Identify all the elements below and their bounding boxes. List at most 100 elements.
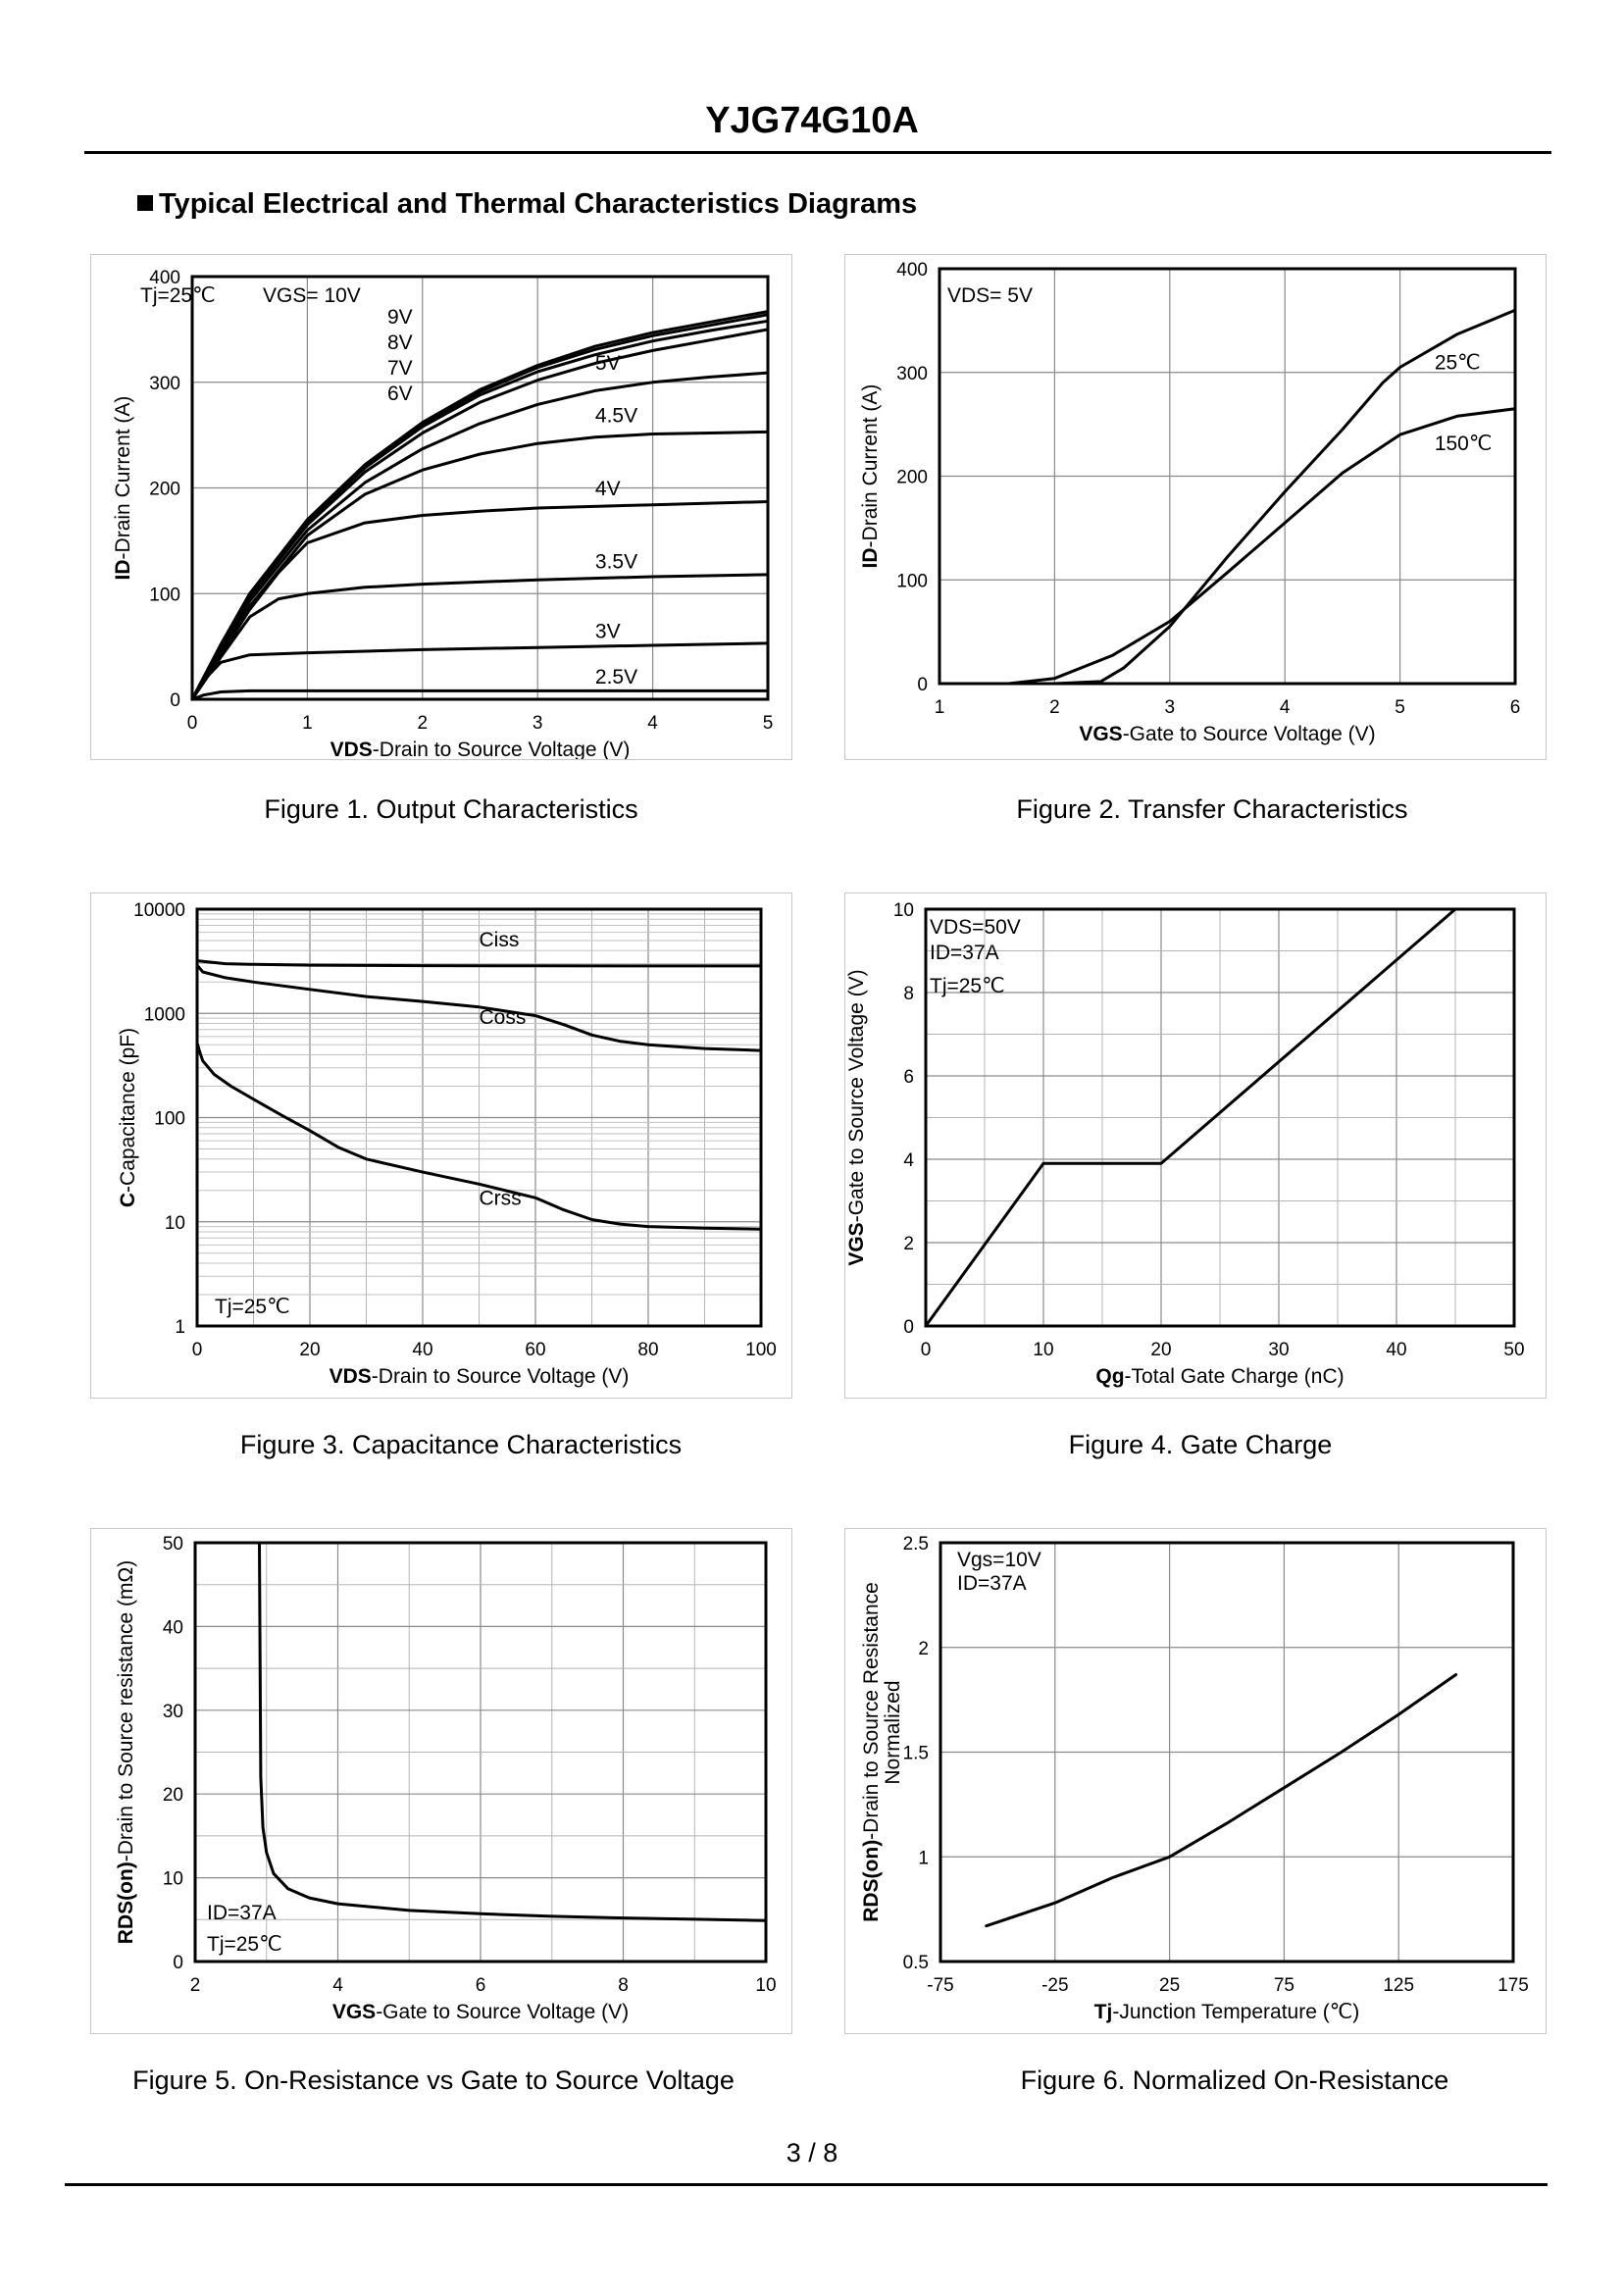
- fig5-x-axis-label-bold: VGS: [332, 2001, 376, 2023]
- annotation-text: 7V: [387, 357, 413, 380]
- x-tick-label: 100: [745, 1340, 777, 1360]
- fig5-x-axis-label-rest: -Gate to Source Voltage (V): [376, 2001, 629, 2023]
- x-tick-label: 40: [1386, 1340, 1406, 1360]
- fig6-x-axis-label-bold: Tj: [1094, 2001, 1113, 2023]
- series-label: 2.5V: [595, 666, 637, 688]
- annotation-text: 8V: [387, 331, 413, 354]
- fig5-x-axis-label: VGS-Gate to Source Voltage (V): [332, 2001, 629, 2023]
- x-tick-label: 3: [533, 713, 543, 734]
- x-tick-label: 4: [1280, 697, 1291, 718]
- series-line-3v: [190, 641, 770, 701]
- x-tick-label: 60: [525, 1340, 545, 1360]
- fig3-y-axis-label: C-Capacitance (pF): [117, 1028, 139, 1207]
- fig6-series-group: [985, 1673, 1458, 1928]
- page-number: 3 / 8: [786, 2138, 838, 2167]
- annotation-text: VGS= 10V: [263, 284, 361, 307]
- x-tick-label: 6: [1510, 697, 1521, 718]
- fig1-y-axis-label-bold: ID: [112, 559, 134, 580]
- series-label: 25℃: [1435, 352, 1481, 375]
- y-tick-label: 10: [163, 1869, 183, 1890]
- fig2-y-axis-label-bold: ID: [859, 547, 882, 568]
- series-line-2.5v: [190, 688, 770, 701]
- fig3-x-axis-label-rest: -Drain to Source Voltage (V): [372, 1365, 630, 1388]
- fig3-series-group: [195, 959, 763, 1231]
- fig4-x-axis-label-rest: -Total Gate Charge (nC): [1125, 1365, 1345, 1388]
- fig1-x-axis-label: VDS-Drain to Source Voltage (V): [330, 739, 631, 759]
- y-tick-label: 30: [163, 1702, 183, 1722]
- y-tick-label: 100: [896, 571, 928, 591]
- annotation-text: 9V: [387, 306, 413, 329]
- fig5-series-group: [258, 1541, 768, 1922]
- figure-6-caption: Figure 6. Normalized On-Resistance: [1020, 2065, 1449, 2095]
- x-tick-label: 3: [1165, 697, 1176, 718]
- fig5-y-axis-label: RDS(on)-Drain to Source resistance (mΩ): [115, 1560, 137, 1944]
- figure-1-chart: 0 1 2 3 4 5 0 100 200 300 400 VDS-Drain to Source V…: [112, 268, 774, 759]
- y-tick-label: 40: [163, 1617, 183, 1638]
- series-label: 4V: [595, 478, 621, 500]
- fig2-y-axis-label-rest: -Drain Current (A): [859, 384, 882, 548]
- fig6-x-axis-label-rest: -Junction Temperature (℃): [1112, 2001, 1359, 2023]
- series-line-vgs: [924, 907, 1457, 1328]
- annotation-text: Tj=25℃: [930, 975, 1005, 997]
- x-tick-label: 8: [618, 1975, 629, 1996]
- x-tick-label: 80: [637, 1340, 658, 1360]
- fig2-x-axis-label-rest: -Gate to Source Voltage (V): [1123, 723, 1376, 745]
- figure-3-chart: 0 20 40 60 80 100 1 10 100 1000 10000 VDS-Drain to …: [117, 900, 777, 1388]
- fig4-plot-frame: [924, 907, 1516, 1328]
- y-tick-label: 10: [165, 1213, 185, 1234]
- x-tick-label: 30: [1268, 1340, 1289, 1360]
- fig1-grid: [192, 277, 768, 699]
- fig6-y-axis-label: RDS(on)-Drain to Source Resistance: [860, 1582, 883, 1922]
- series-line-9v: [190, 313, 770, 701]
- x-tick-label: 50: [1503, 1340, 1524, 1360]
- x-tick-label: 4: [332, 1975, 343, 1996]
- x-tick-label: 2: [190, 1975, 201, 1996]
- y-tick-label: 400: [149, 268, 180, 288]
- series-line-3.5v: [190, 573, 770, 701]
- fig6-plot-frame: [939, 1541, 1515, 1963]
- x-tick-label: 125: [1383, 1975, 1414, 1996]
- series-label: Ciss: [480, 929, 520, 951]
- fig1-y-axis-label-rest: -Drain Current (A): [112, 396, 134, 560]
- fig2-series-group: [938, 308, 1517, 686]
- x-tick-label: 5: [763, 713, 774, 734]
- fig2-grid: [939, 269, 1515, 684]
- x-tick-label: 2: [1049, 697, 1060, 718]
- y-tick-label: 0: [173, 1953, 183, 1973]
- fig3-y-axis-label-rest: -Capacitance (pF): [117, 1028, 139, 1193]
- y-tick-label: 300: [149, 374, 180, 394]
- x-tick-label: -75: [927, 1975, 953, 1996]
- annotation-text: ID=37A: [207, 1902, 277, 1924]
- section-heading: Typical Electrical and Thermal Character…: [137, 188, 917, 221]
- series-line-4v: [190, 500, 770, 701]
- series-line-5v: [190, 371, 770, 701]
- fig4-y-axis-label-bold: VGS: [845, 1222, 868, 1265]
- fig1-series-group: [190, 310, 770, 701]
- fig3-grid: [197, 909, 761, 1326]
- y-tick-label: 100: [149, 585, 180, 605]
- bullet-square-icon: [137, 195, 153, 211]
- x-tick-label: 1: [302, 713, 313, 734]
- x-tick-label: 20: [1150, 1340, 1171, 1360]
- y-tick-label: 50: [163, 1534, 183, 1555]
- fig4-x-axis-label-bold: Qg: [1095, 1365, 1124, 1388]
- fig5-y-axis-label-bold: RDS(on): [115, 1861, 137, 1944]
- x-tick-label: 1: [935, 697, 945, 718]
- figure-5-caption: Figure 5. On-Resistance vs Gate to Sourc…: [132, 2065, 735, 2095]
- fig2-x-axis-label-bold: VGS: [1079, 723, 1122, 745]
- x-tick-label: 5: [1395, 697, 1405, 718]
- fig3-y-axis-label-bold: C: [117, 1193, 139, 1207]
- fig1-y-axis-label: ID-Drain Current (A): [112, 396, 134, 581]
- annotation-text: ID=37A: [957, 1572, 1027, 1595]
- annotation-text: Tj=25℃: [140, 284, 216, 307]
- fig1-x-axis-label-bold: VDS: [330, 739, 373, 759]
- annotation-text: ID=37A: [930, 942, 999, 964]
- figure-6-panel: -75 -25 25 75 125 175 0.5 1 1.5 2 2.5 Tj-Junction T…: [844, 1528, 1547, 2034]
- y-tick-label: 0: [170, 690, 180, 711]
- series-label: 4.5V: [595, 405, 637, 428]
- annotation-text: VDS=50V: [930, 916, 1021, 939]
- figure-4-caption: Figure 4. Gate Charge: [1068, 1430, 1333, 1459]
- x-tick-label: 175: [1497, 1975, 1529, 1996]
- figure-2-caption: Figure 2. Transfer Characteristics: [1016, 794, 1408, 824]
- fig1-x-axis-label-rest: -Drain to Source Voltage (V): [373, 739, 631, 759]
